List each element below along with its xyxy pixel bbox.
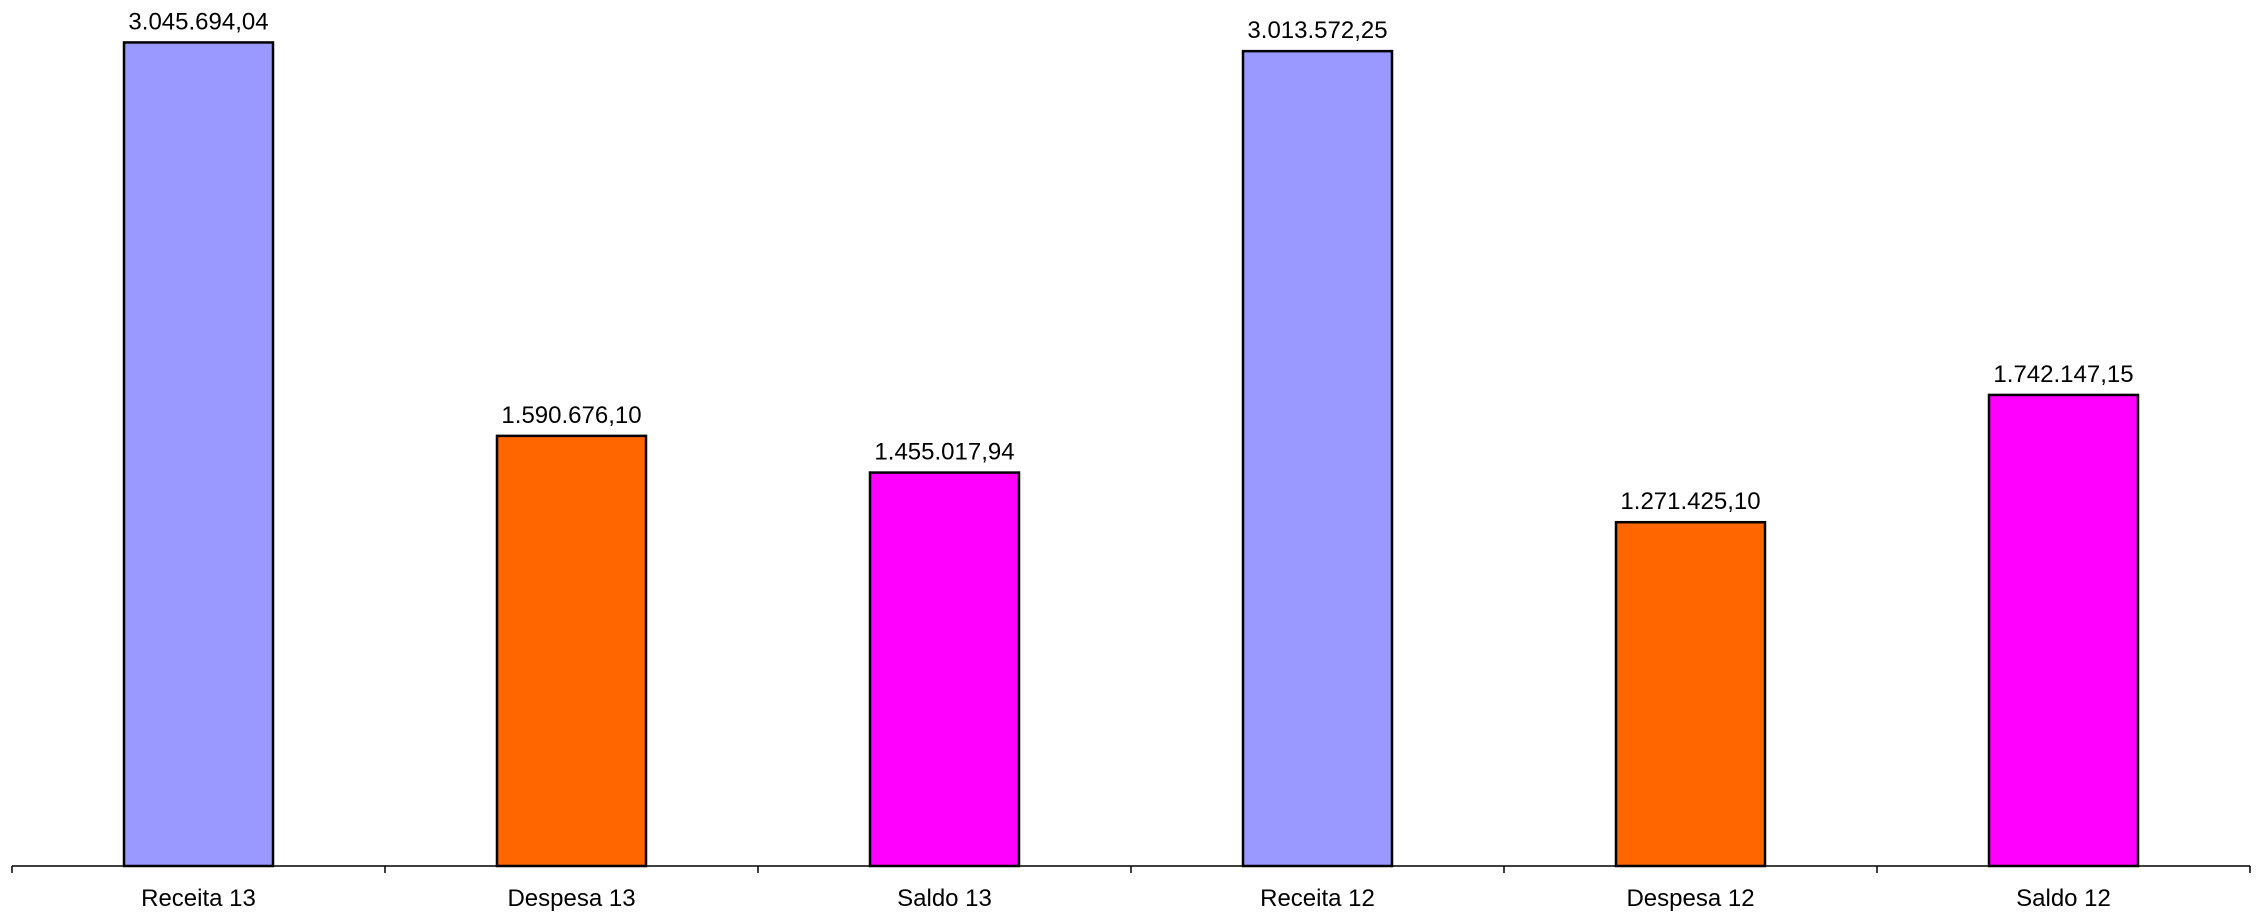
data-label: 1.590.676,10 [501,402,641,429]
x-tick-label: Despesa 13 [507,885,635,912]
x-tick-label: Saldo 12 [2016,885,2111,912]
bar-saldo-13 [868,471,1021,868]
x-tick-label: Saldo 13 [897,885,992,912]
data-label: 3.045.694,04 [128,8,268,35]
x-tick-label: Receita 12 [1260,885,1375,912]
bar-saldo-12 [1987,393,2140,868]
data-label: 1.455.017,94 [874,439,1014,466]
x-tick-label: Despesa 12 [1626,885,1754,912]
x-tick-label: Receita 13 [141,885,256,912]
bar-despesa-12 [1614,520,1767,868]
data-label: 3.013.572,25 [1247,17,1387,44]
bar-despesa-13 [495,434,648,868]
bar-receita-12 [1241,49,1394,868]
data-label: 1.742.147,15 [1993,361,2133,388]
bar-receita-13 [122,41,275,868]
data-label: 1.271.425,10 [1620,488,1760,515]
